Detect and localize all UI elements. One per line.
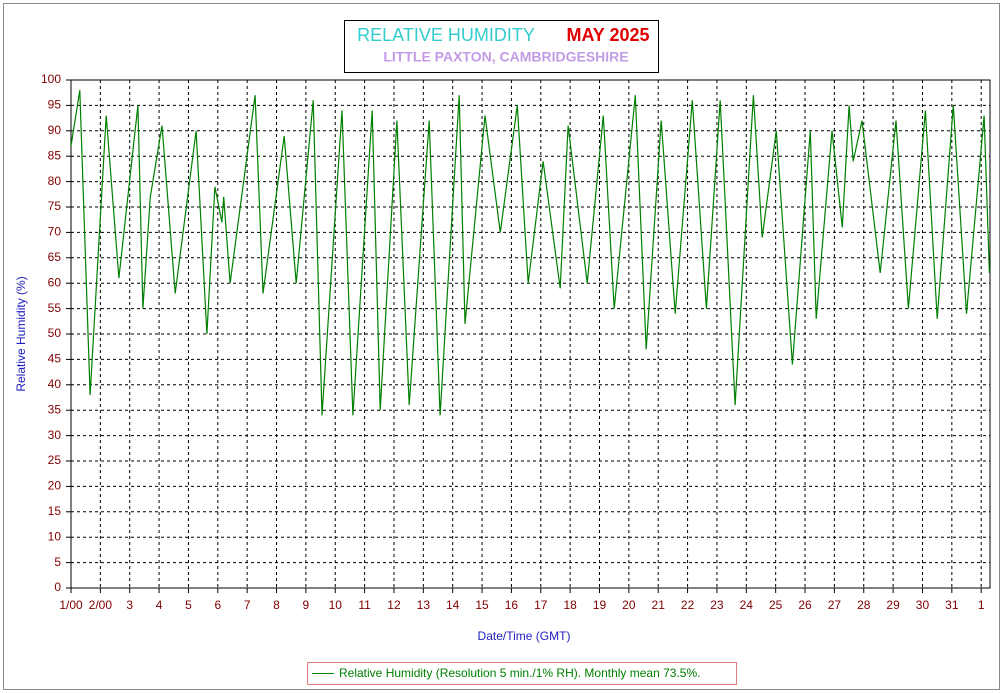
y-tick-label: 100: [41, 72, 61, 86]
legend-box: [307, 662, 737, 685]
y-tick-label: 25: [48, 453, 62, 467]
x-tick-label: 25: [769, 598, 783, 612]
x-tick-label: 11: [358, 598, 371, 612]
y-tick-label: 45: [48, 352, 62, 366]
x-tick-label: 30: [916, 598, 930, 612]
y-tick-label: 50: [48, 326, 62, 340]
x-tick-label: 14: [446, 598, 460, 612]
y-tick-label: 20: [48, 479, 62, 493]
y-tick-label: 5: [54, 555, 61, 569]
y-tick-label: 55: [48, 301, 62, 315]
chart-subtitle: LITTLE PAXTON, CAMBRIDGESHIRE: [383, 49, 628, 65]
plot-area: [71, 80, 990, 588]
x-tick-label: 1/00: [59, 598, 83, 612]
x-tick-label: 17: [534, 598, 548, 612]
x-tick-label: 20: [622, 598, 636, 612]
x-tick-label: 22: [681, 598, 695, 612]
x-tick-label: 23: [710, 598, 724, 612]
y-tick-label: 65: [48, 250, 62, 264]
chart-title: RELATIVE HUMIDITY: [357, 25, 535, 45]
x-tick-label: 13: [417, 598, 431, 612]
x-tick-label: 26: [798, 598, 812, 612]
y-tick-label: 60: [48, 275, 62, 289]
title-box: [344, 20, 659, 73]
y-tick-label: 30: [48, 428, 62, 442]
y-tick-label: 75: [48, 199, 62, 213]
legend-label: Relative Humidity (Resolution 5 min./1% …: [339, 666, 700, 680]
y-tick-label: 35: [48, 402, 62, 416]
x-tick-label: 27: [828, 598, 842, 612]
y-axis-label: Relative Humidity (%): [14, 276, 28, 391]
x-tick-label: 29: [886, 598, 900, 612]
x-tick-label: 6: [214, 598, 221, 612]
x-tick-label: 5: [185, 598, 192, 612]
x-tick-label: 8: [273, 598, 280, 612]
x-tick-label: 4: [156, 598, 163, 612]
x-tick-label: 1: [978, 598, 985, 612]
x-tick-label: 24: [740, 598, 754, 612]
x-tick-label: 15: [475, 598, 489, 612]
y-tick-label: 80: [48, 174, 62, 188]
y-tick-label: 70: [48, 225, 62, 239]
x-tick-label: 18: [563, 598, 577, 612]
y-tick-label: 40: [48, 377, 62, 391]
y-tick-label: 10: [48, 529, 62, 543]
y-tick-label: 15: [48, 504, 62, 518]
series-line: [70, 90, 990, 416]
plot-border: [70, 79, 991, 589]
x-tick-label: 9: [303, 598, 310, 612]
x-tick-label: 16: [505, 598, 519, 612]
x-tick-label: 10: [329, 598, 343, 612]
x-tick-label: 2/00: [89, 598, 113, 612]
y-tick-label: 95: [48, 98, 62, 112]
x-tick-label: 19: [593, 598, 607, 612]
x-tick-label: 31: [945, 598, 959, 612]
y-tick-label: 85: [48, 148, 62, 162]
x-tick-label: 12: [387, 598, 401, 612]
y-tick-label: 90: [48, 123, 62, 137]
x-tick-label: 28: [857, 598, 871, 612]
chart-title-date: MAY 2025: [566, 25, 649, 45]
x-tick-label: 3: [126, 598, 133, 612]
x-tick-label: 21: [652, 598, 666, 612]
x-tick-label: 7: [244, 598, 251, 612]
x-axis-label: Date/Time (GMT): [478, 629, 571, 643]
y-tick-label: 0: [54, 580, 61, 594]
